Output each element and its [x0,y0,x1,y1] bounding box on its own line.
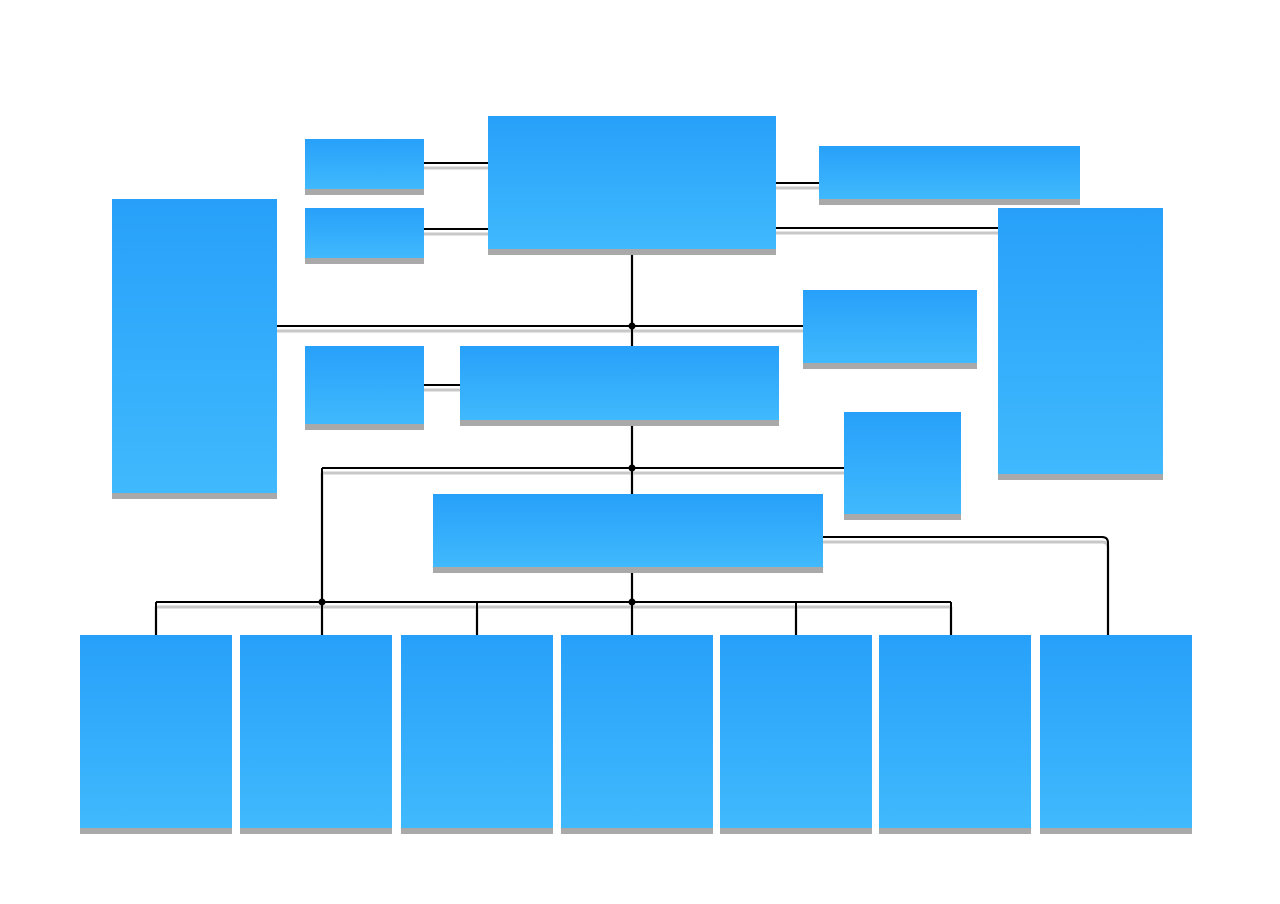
connectors [154,162,1110,640]
box [819,146,1080,199]
node-leaf-7 [1040,635,1192,834]
box [561,635,713,828]
node-leaf-4 [561,635,713,834]
node-small-right [844,412,961,520]
node-leaf-5 [720,635,872,834]
node-leaf-6 [879,635,1031,834]
box [998,208,1163,474]
box [844,412,961,514]
connector-line [823,536,1109,635]
nodes [80,116,1192,834]
junction-dot [628,464,636,472]
box [1040,635,1192,828]
node-level-2 [460,346,779,426]
box [305,208,424,258]
box [460,346,779,420]
box [305,139,424,189]
box [879,635,1031,828]
node-side-2 [305,208,424,264]
node-right-tall [998,208,1163,480]
box [803,290,977,363]
box [80,635,232,828]
node-top-right [819,146,1080,205]
node-mid-left [305,346,424,430]
node-leaf-2 [240,635,392,834]
node-mid-right [803,290,977,369]
node-left-tall [112,199,277,499]
node-leaf-1 [80,635,232,834]
box [401,635,553,828]
node-leaf-3 [401,635,553,834]
node-root [488,116,776,255]
box [720,635,872,828]
junction-dot [318,598,326,606]
node-level-3 [433,494,823,573]
box [305,346,424,424]
junction-dot [628,598,636,606]
node-side-1 [305,139,424,195]
box [488,116,776,249]
box [240,635,392,828]
box [433,494,823,567]
connector-shadow [823,540,1110,640]
junction-dot [628,322,636,330]
box [112,199,277,493]
